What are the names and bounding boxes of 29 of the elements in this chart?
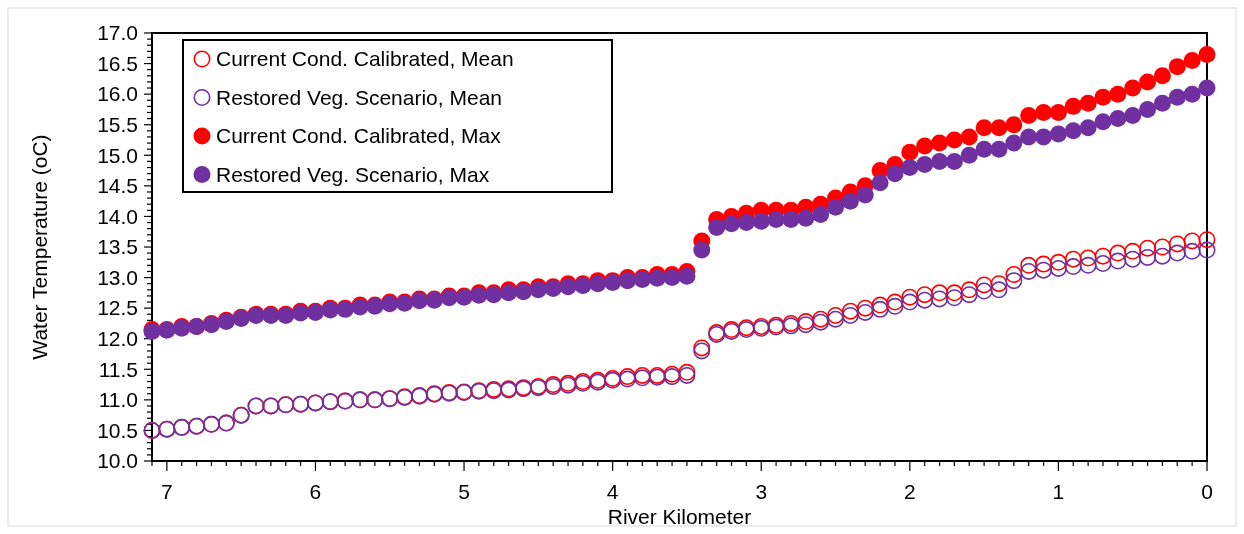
x-tick-label: 2 [903, 480, 916, 503]
y-tick-label: 13.5 [97, 235, 138, 259]
x-tick-label: 1 [1052, 480, 1065, 503]
y-axis-title: Water Temperature (oC) [28, 134, 51, 360]
x-axis-title: River Kilometer [607, 505, 752, 528]
y-tick-label: 11.0 [98, 388, 138, 412]
x-tick-label: 0 [1201, 480, 1213, 503]
y-tick-label: 10.0 [97, 449, 138, 473]
y-tick-label: 14.5 [97, 174, 138, 198]
y-tick-label: 14.0 [97, 204, 138, 228]
legend-label: Restored Veg. Scenario, Max [216, 162, 490, 186]
y-tick-label: 15.0 [97, 143, 138, 167]
y-tick-label: 10.5 [97, 418, 138, 442]
x-tick-label: 5 [458, 480, 470, 503]
y-tick-label: 12.5 [97, 296, 138, 320]
x-tick-label: 3 [755, 480, 768, 503]
y-tick-label: 16.0 [97, 82, 138, 106]
y-tick-label: 13.0 [97, 265, 138, 289]
y-tick-label: 12.0 [97, 327, 138, 351]
y-tick-label: 15.5 [97, 113, 138, 137]
y-tick-label: 16.5 [97, 51, 138, 75]
y-tick-label: 11.5 [98, 357, 138, 381]
x-tick-label: 6 [309, 480, 322, 503]
x-tick-label: 4 [606, 480, 619, 503]
y-tick-label: 17.0 [97, 21, 138, 45]
legend-label: Restored Veg. Scenario, Mean [216, 85, 503, 109]
legend-label: Current Cond. Calibrated, Max [216, 124, 502, 148]
x-tick-label: 7 [161, 480, 173, 503]
legend-label: Current Cond. Calibrated, Mean [216, 47, 514, 71]
